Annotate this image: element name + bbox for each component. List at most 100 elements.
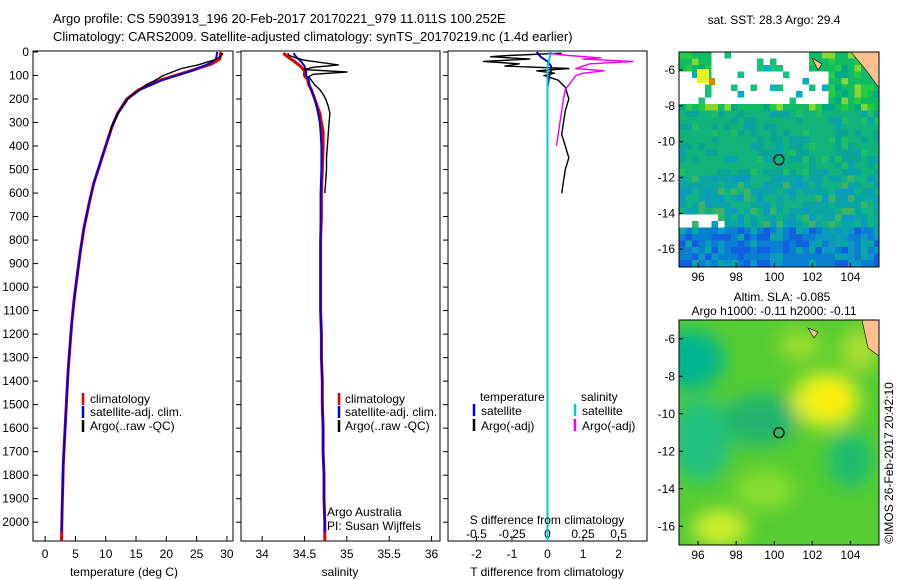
map-x-tick-label: 100 bbox=[764, 548, 784, 562]
sst-map-axes: 96 98 100 102 104 -6 -8 -10 -12 -14 -16 bbox=[658, 63, 861, 284]
difference-profile-lines bbox=[482, 51, 634, 541]
x-tick-label: 1 bbox=[580, 547, 587, 561]
land-mass bbox=[811, 57, 823, 71]
series-line-climatology bbox=[282, 52, 327, 541]
map-y-tick-label: -6 bbox=[664, 63, 675, 77]
map-y-tick-label: -10 bbox=[658, 407, 676, 421]
x-tick-label: 15 bbox=[129, 547, 143, 561]
difference-x-label: T difference from climatology bbox=[470, 565, 624, 579]
x-tick-label: -2 bbox=[471, 547, 482, 561]
map-y-tick-label: -14 bbox=[658, 482, 676, 496]
x-tick-label-salinity-diff: -0.5 bbox=[466, 527, 487, 541]
salinity-difference-x-axis: -0.5 -0.25 0 0.25 0.5 bbox=[466, 527, 627, 541]
map-y-tick-label: -10 bbox=[658, 135, 676, 149]
map-x-tick-label: 104 bbox=[840, 548, 860, 562]
series-line-argo-raw-qc- bbox=[287, 52, 348, 194]
depth-tick-label: 2000 bbox=[2, 515, 29, 529]
land-mass bbox=[850, 52, 879, 89]
salinity-legend: climatology satellite-adj. clim. Argo(..… bbox=[327, 392, 437, 533]
temperature-y-axis: 0 100 200 300 400 500 600 700 800 900 1000 1100 1200… bbox=[2, 45, 448, 529]
legend-label-t-satellite: satellite bbox=[481, 404, 522, 418]
sla-map-axes: 96 98 100 102 104 -6 -8 -10 -12 -14 -16 bbox=[658, 332, 861, 562]
legend-label-satellite-adj: satellite-adj. clim. bbox=[345, 405, 437, 419]
sla-map-subtitle: Argo h1000: -0.11 h2000: -0.11 bbox=[691, 304, 856, 318]
map-x-tick-label: 102 bbox=[802, 548, 822, 562]
series-line-satellite bbox=[546, 51, 553, 541]
legend-heading-temperature: temperature bbox=[480, 390, 545, 404]
legend-label-s-argo: Argo(-adj) bbox=[582, 419, 635, 433]
depth-tick-label: 100 bbox=[9, 69, 29, 83]
series-line-argo-adj- bbox=[547, 52, 634, 147]
sst-heatmap bbox=[679, 52, 879, 267]
depth-tick-label: 700 bbox=[9, 210, 29, 224]
depth-tick-label: 1200 bbox=[2, 327, 29, 341]
argo-position-marker bbox=[773, 154, 785, 166]
salinity-x-label: salinity bbox=[322, 565, 359, 579]
legend-label-argo: Argo(..raw -QC) bbox=[345, 419, 430, 433]
x-tick-label: 25 bbox=[190, 547, 204, 561]
x-tick-label: 34 bbox=[255, 547, 269, 561]
map-y-tick-label: -8 bbox=[664, 99, 675, 113]
depth-tick-label: 1500 bbox=[2, 398, 29, 412]
depth-tick-label: 900 bbox=[9, 257, 29, 271]
depth-tick-label: 200 bbox=[9, 92, 29, 106]
temperature-panel-frame bbox=[32, 50, 234, 542]
depth-tick-label: 500 bbox=[9, 163, 29, 177]
map-x-tick-label: 96 bbox=[691, 270, 705, 284]
sla-map-title: Altim. SLA: -0.085 bbox=[734, 290, 831, 304]
sla-map-frame bbox=[678, 319, 880, 546]
map-y-tick-label: -12 bbox=[658, 170, 676, 184]
salinity-panel-frame bbox=[240, 50, 441, 542]
header-line2: Climatology: CARS2009. Satellite-adjuste… bbox=[53, 29, 573, 44]
depth-tick-label: 1700 bbox=[2, 445, 29, 459]
temperature-legend: climatology satellite-adj. clim. Argo(..… bbox=[81, 392, 182, 433]
x-tick-label: 34.5 bbox=[293, 547, 317, 561]
depth-tick-label: 1000 bbox=[2, 280, 29, 294]
depth-tick-label: 1100 bbox=[3, 304, 29, 318]
difference-x-label-2: S difference from climatology bbox=[470, 513, 625, 527]
annotation-argo-australia: Argo Australia bbox=[327, 505, 402, 519]
map-x-tick-label: 98 bbox=[729, 270, 743, 284]
x-tick-label: -1 bbox=[507, 547, 518, 561]
legend-label-s-satellite: satellite bbox=[582, 404, 623, 418]
depth-tick-label: 300 bbox=[9, 116, 29, 130]
series-line-satellite bbox=[536, 51, 553, 541]
map-y-tick-label: -6 bbox=[664, 332, 675, 346]
depth-tick-label: 1300 bbox=[2, 351, 29, 365]
temperature-profile-lines bbox=[60, 51, 224, 542]
legend-label-climatology: climatology bbox=[90, 392, 150, 406]
series-line-argo-raw-qc- bbox=[108, 52, 224, 135]
map-y-tick-label: -16 bbox=[658, 519, 676, 533]
x-tick-label: 10 bbox=[99, 547, 113, 561]
x-tick-label-salinity-diff: -0.25 bbox=[498, 527, 526, 541]
x-tick-label-salinity-diff: 0.5 bbox=[610, 527, 627, 541]
map-y-tick-label: -16 bbox=[658, 242, 676, 256]
depth-tick-label: 1600 bbox=[2, 421, 29, 435]
depth-tick-label: 400 bbox=[9, 139, 29, 153]
salinity-x-axis: 34 34.5 35 35.5 36 bbox=[255, 536, 439, 561]
map-x-tick-label: 104 bbox=[840, 270, 860, 284]
map-x-tick-label: 102 bbox=[802, 270, 822, 284]
temperature-x-label: temperature (deg C) bbox=[70, 565, 178, 579]
salinity-profile-lines bbox=[282, 52, 348, 541]
x-tick-label: 36 bbox=[425, 547, 439, 561]
x-tick-label: 35.5 bbox=[378, 547, 402, 561]
map-y-tick-label: -14 bbox=[658, 206, 676, 220]
x-tick-label: 20 bbox=[160, 547, 174, 561]
series-line-satellite-adj-clim- bbox=[292, 52, 326, 532]
depth-tick-label: 1800 bbox=[2, 468, 29, 482]
depth-tick-label: 800 bbox=[9, 233, 29, 247]
legend-label-climatology: climatology bbox=[345, 392, 405, 406]
depth-tick-label: 0 bbox=[22, 45, 29, 59]
map-x-tick-label: 100 bbox=[764, 270, 784, 284]
legend-heading-salinity: salinity bbox=[581, 390, 618, 404]
sst-map-title: sat. SST: 28.3 Argo: 29.4 bbox=[708, 13, 841, 27]
difference-legend: temperature satellite Argo(-adj) salinit… bbox=[472, 390, 635, 433]
watermark: ©IMOS 26-Feb-2017 20:42:10 bbox=[882, 382, 896, 544]
x-tick-label: 30 bbox=[220, 547, 234, 561]
series-line-satellite-adj-clim- bbox=[60, 51, 219, 532]
map-y-tick-label: -12 bbox=[658, 444, 676, 458]
series-line-argo-adj- bbox=[482, 52, 570, 194]
map-x-tick-label: 98 bbox=[729, 548, 743, 562]
